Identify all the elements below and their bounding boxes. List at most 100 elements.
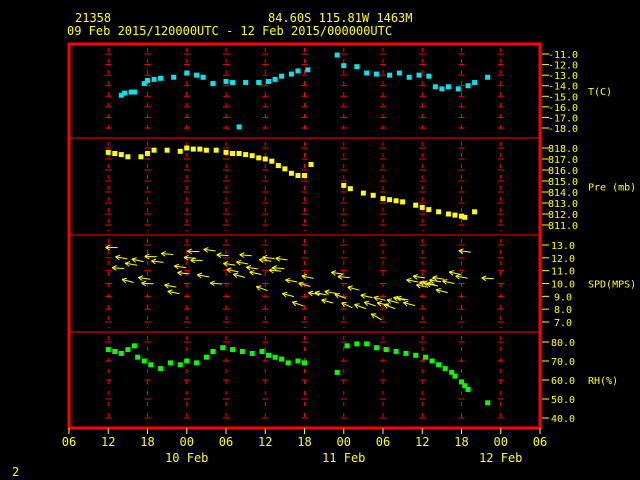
pressure-point	[436, 209, 442, 215]
rh-point	[259, 349, 265, 354]
panel-label-temp: T(C)	[588, 87, 612, 98]
rh-point	[295, 358, 301, 364]
wind-arrow-head	[419, 281, 424, 286]
wind-arrow-head	[321, 298, 327, 301]
wind-arrow-shaft	[223, 262, 236, 266]
temp-point	[295, 68, 301, 74]
wind-arrow-shaft	[435, 289, 448, 294]
wind-arrow-head	[393, 295, 399, 299]
wind-arrow-head	[458, 250, 464, 254]
wind-arrow-head	[364, 300, 370, 303]
wind-arrow-shaft	[275, 257, 288, 261]
wind-arrow-shaft	[331, 271, 344, 275]
wind-arrow-head	[183, 254, 189, 258]
wind-arrow	[432, 275, 445, 281]
wind-arrow-head	[383, 304, 388, 309]
wind-arrow-head	[337, 274, 343, 278]
rh-point	[158, 366, 164, 372]
panel-pressure: 818.0817.0816.0815.0814.0813.0812.0811.0…	[105, 142, 636, 232]
wind-arrow	[272, 265, 285, 271]
wind-arrow-head	[246, 265, 252, 268]
wind-arrow-shaft	[301, 275, 314, 279]
wind-arrow-head	[196, 274, 202, 279]
wind-arrow	[481, 275, 494, 282]
y-tick-label: 811.0	[548, 221, 578, 232]
wind-arrow-head	[105, 247, 111, 251]
temp-point	[223, 78, 229, 84]
wind-arrow-shaft	[426, 283, 439, 287]
rh-point	[285, 360, 291, 366]
wind-arrow-shaft	[282, 293, 295, 298]
wind-arrow	[111, 265, 125, 271]
wind-arrow-shaft	[246, 266, 259, 270]
wind-arrow-shaft	[233, 273, 246, 278]
wind-arrow	[416, 282, 429, 289]
wind-arrow-head	[347, 285, 353, 288]
wind-arrow	[435, 288, 448, 294]
wind-arrow-head	[151, 258, 157, 262]
rh-point	[485, 400, 491, 406]
pressure-point	[341, 182, 347, 188]
y-tick-label: 9.0	[554, 292, 572, 303]
rh-point	[148, 362, 154, 368]
wind-arrow-head	[259, 259, 264, 263]
wind-arrow-shaft	[393, 297, 406, 301]
wind-arrow-shaft	[354, 304, 366, 310]
wind-arrow-head	[137, 277, 143, 281]
rh-point	[403, 350, 409, 356]
wind-arrow	[406, 277, 419, 284]
wind-arrow-shaft	[272, 267, 285, 270]
wind-arrow-head	[223, 261, 229, 264]
wind-arrow	[393, 295, 406, 302]
wind-arrow-head	[197, 272, 203, 276]
temp-point	[243, 80, 249, 86]
x-tick-label: 06	[533, 435, 547, 449]
wind-arrow-head	[268, 269, 274, 274]
rh-point	[436, 362, 442, 368]
wind-arrow-shaft	[324, 290, 337, 295]
wind-arrow	[285, 277, 298, 284]
wind-arrow-head	[301, 273, 307, 277]
wind-arrow-shaft	[314, 292, 327, 296]
wind-arrow-head	[393, 297, 398, 302]
wind-arrow-head	[376, 302, 382, 307]
wind-arrow-head	[249, 270, 255, 273]
rh-point	[373, 345, 379, 351]
rh-point	[105, 347, 111, 353]
temp-point	[131, 89, 137, 95]
pressure-point	[236, 151, 242, 156]
pressure-point	[177, 148, 183, 154]
wind-arrow-shaft	[239, 254, 252, 257]
wind-arrow	[455, 273, 468, 280]
rh-point	[393, 349, 399, 354]
wind-arrow	[131, 257, 144, 263]
wind-arrow-head	[124, 262, 130, 267]
temp-point	[194, 72, 200, 78]
wind-arrow	[337, 274, 350, 280]
rh-point	[302, 360, 307, 366]
temp-point	[171, 74, 177, 80]
wind-arrow-shaft	[285, 279, 298, 283]
wind-arrow-head	[255, 286, 261, 291]
pressure-point	[243, 152, 249, 158]
wind-arrow	[363, 300, 376, 307]
x-tick-label: 06	[376, 435, 390, 449]
wind-arrow-head	[442, 280, 447, 285]
pressure-point	[138, 154, 144, 160]
wind-arrow-shaft	[298, 282, 311, 287]
wind-arrow-head	[308, 292, 313, 297]
temp-point	[272, 76, 278, 82]
wind-arrow-shaft	[174, 265, 187, 269]
wind-arrow-shaft	[364, 301, 376, 307]
wind-arrow-head	[298, 281, 304, 284]
x-tick-label: 18	[140, 435, 154, 449]
wind-arrow-shaft	[429, 279, 442, 283]
temp-point	[288, 71, 294, 77]
wind-arrow-shaft	[203, 248, 216, 252]
x-tick-label: 12	[258, 435, 272, 449]
wind-arrow-head	[321, 299, 326, 304]
temp-point	[396, 70, 402, 76]
wind-arrow-head	[324, 289, 330, 292]
station-id: 21358	[75, 11, 111, 25]
